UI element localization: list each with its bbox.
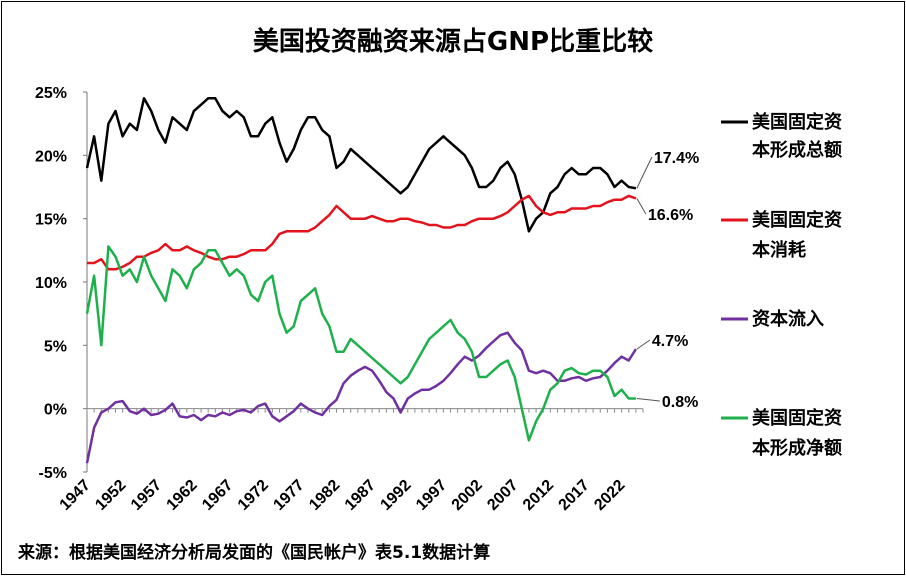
x-tick-label: 1997 [413, 477, 450, 514]
y-tick-label: 10% [35, 275, 67, 292]
x-tick-label: 1952 [92, 477, 129, 514]
x-tick-label: 1982 [306, 477, 343, 514]
x-tick-label: 2012 [520, 477, 557, 514]
x-tick-label: 1947 [57, 477, 94, 514]
x-tick-label: 2007 [484, 477, 521, 514]
legend-label-1: 美国固定资 [752, 209, 842, 231]
axes: 25%20%15%10%5%0%-5%194719521957196219671… [35, 85, 644, 514]
end-label-leader-3 [636, 398, 660, 402]
y-tick-label: 0% [44, 402, 67, 419]
end-label-leader-1 [636, 198, 647, 215]
chart-title: 美国投资融资来源占GNP比重比较 [253, 26, 653, 57]
x-tick-label: 2002 [449, 477, 486, 514]
series-line-3 [85, 245, 636, 442]
legend-label-0: 本形成总额 [752, 139, 842, 161]
y-tick-label: 20% [35, 148, 67, 165]
x-tick-label: 1987 [342, 477, 379, 514]
series-layer [85, 97, 637, 464]
x-tick-label: 1962 [164, 477, 201, 514]
x-tick-label: 2022 [591, 477, 628, 514]
x-tick-label: 2017 [556, 477, 593, 514]
x-tick-label: 1957 [128, 477, 165, 514]
series-line-2 [85, 331, 637, 464]
legend-label-2: 资本流入 [752, 308, 824, 330]
end-label-leader-2 [636, 339, 651, 350]
x-tick-label: 1967 [199, 477, 236, 514]
end-label-3: 0.8% [662, 394, 698, 411]
end-labels: 17.4% 16.6% 4.7% 0.8% [636, 150, 699, 411]
series-line-1 [87, 194, 637, 271]
end-label-1: 16.6% [648, 207, 693, 224]
legend-label-3: 美国固定资 [752, 407, 842, 429]
legend-label-1: 本消耗 [752, 239, 806, 261]
legend-label-3: 本形成净额 [752, 437, 842, 459]
source-note: 来源：根据美国经济分析局发面的《国民帐户》表5.1数据计算 [17, 542, 490, 563]
y-tick-label: 15% [35, 212, 67, 229]
legend-label-0: 美国固定资 [752, 111, 842, 133]
x-tick-label: 1972 [235, 477, 272, 514]
end-label-0: 17.4% [654, 150, 699, 167]
y-tick-label: 25% [35, 85, 67, 102]
x-tick-label: 1977 [270, 477, 307, 514]
x-tick-label: 1992 [377, 477, 414, 514]
series-line-0 [85, 97, 637, 233]
end-label-2: 4.7% [652, 333, 688, 350]
y-tick-label: 5% [44, 338, 67, 355]
end-label-leader-0 [636, 156, 653, 189]
y-tick-label: -5% [39, 465, 67, 482]
